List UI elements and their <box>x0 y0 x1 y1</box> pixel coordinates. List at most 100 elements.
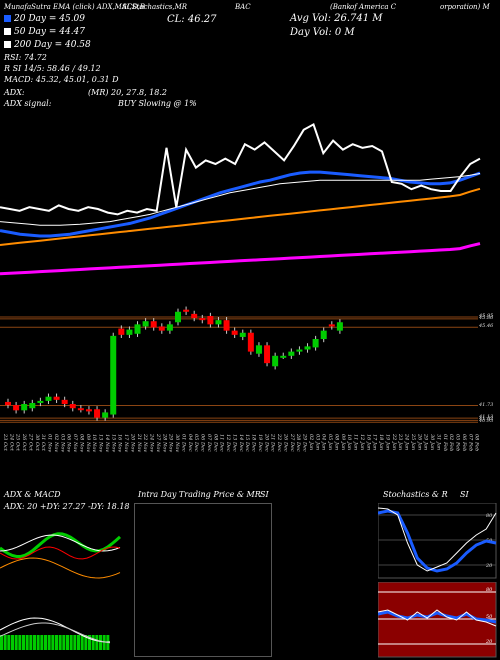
macd-bar <box>29 635 33 650</box>
candle-body <box>247 332 254 352</box>
date-tick-label: 09 Jan <box>340 434 346 450</box>
date-tick-label: 27 Dec <box>289 433 295 452</box>
adx-line-0 <box>0 532 121 558</box>
candle-body <box>37 400 44 403</box>
date-tick-label: 05 Jan <box>327 434 333 450</box>
ema20-legend[interactable]: 20 Day = 45.09 <box>4 14 85 24</box>
candle-body <box>199 318 206 321</box>
candle-body <box>336 322 343 331</box>
macd-bar <box>73 635 77 650</box>
date-tick-label: 24 Oct <box>8 433 14 452</box>
candle-body <box>272 355 279 367</box>
stoch-k-line <box>378 509 497 573</box>
rsi-level-label: 50 <box>486 614 493 620</box>
date-tick-label: 21 Dec <box>270 433 276 452</box>
candle-body <box>126 329 133 335</box>
date-tick-label: 08 Jan <box>333 434 339 450</box>
rsi-level-label: 80 <box>486 587 493 593</box>
ema50-legend[interactable]: 50 Day = 44.47 <box>4 27 85 37</box>
candle-body <box>150 321 157 328</box>
candle-body <box>77 408 84 411</box>
candle-body <box>207 315 214 325</box>
candle-body <box>158 326 165 331</box>
adx-line-3 <box>0 557 121 579</box>
date-tick-label: 02 Jan <box>308 434 314 450</box>
date-tick-label: 08 Nov <box>79 434 85 452</box>
day-volume: Day Vol: 0 M <box>290 27 355 38</box>
date-tick-label: 10 Jan <box>346 434 352 450</box>
candle-body <box>142 321 149 327</box>
macd-bar <box>18 635 22 650</box>
price-level-label: 45.46 <box>479 323 494 330</box>
intraday-box <box>134 503 272 657</box>
ema200-legend[interactable]: 200 Day = 40.58 <box>4 40 91 50</box>
macd-bar <box>84 635 88 650</box>
adx-line-2 <box>0 546 121 560</box>
date-tick-label: 08 Feb <box>474 434 480 451</box>
candle-body <box>320 330 327 340</box>
date-tick-label: 06 Dec <box>200 434 206 452</box>
date-tick-label: 17 Jan <box>372 434 378 450</box>
macd-bar <box>33 635 36 650</box>
stoch-level-label: 80 <box>486 513 493 519</box>
adx-label: ADX: <box>4 88 25 97</box>
header-title: MunafaSutra EMA (click) ADX,MACD,B <box>4 3 145 11</box>
candle-body <box>29 402 36 409</box>
date-tick-label: 10 Nov <box>91 434 97 452</box>
macd-line <box>0 617 111 643</box>
date-tick-label: 26 Jan <box>416 433 422 450</box>
price-level-label: 45.95 <box>479 313 494 320</box>
ema-chart <box>0 122 481 276</box>
series-line-200-day <box>0 242 481 276</box>
date-tick-label: 13 Nov <box>98 434 104 452</box>
macd-bar <box>99 635 102 650</box>
date-tick-label: 27 Nov <box>155 433 161 452</box>
macd-bar <box>51 635 55 650</box>
macd-bar <box>88 635 91 650</box>
date-tick-label: 07 Feb <box>467 434 473 451</box>
date-tick-label: 30 Nov <box>174 434 180 452</box>
macd-bar <box>91 635 95 650</box>
candle-body <box>312 339 319 348</box>
date-tick-label: 14 Nov <box>104 434 110 452</box>
mr-values: (MR) 20, 27.8, 18.2 <box>88 88 167 97</box>
macd-bar <box>11 635 14 650</box>
date-tick-label: 21 Nov <box>136 433 142 452</box>
macd-bar <box>36 635 40 650</box>
series-line-50-day <box>0 173 481 226</box>
candle-body <box>61 399 68 405</box>
date-tick-label: 27 Oct <box>28 433 34 452</box>
date-tick-label: 02 Feb <box>448 434 454 451</box>
ema50-swatch-icon <box>4 28 11 35</box>
candle-body <box>215 320 222 325</box>
header-ticker: BAC <box>235 3 251 11</box>
candle-body <box>191 313 198 319</box>
date-tick-label: 06 Feb <box>461 434 467 451</box>
macd-bar <box>95 635 99 650</box>
candle-body <box>13 405 20 411</box>
macd-signal-line <box>0 622 111 644</box>
date-tick-label: 07 Dec <box>206 434 212 452</box>
header-company-c: orporation) M <box>440 3 490 11</box>
date-tick-label: 18 Dec <box>251 434 257 452</box>
date-tick-label: 15 Nov <box>110 434 116 452</box>
date-axis: 23 Oct 24 Oct 25 Oct 26 Oct 27 Oct 30 Oct 31 O… <box>2 433 480 452</box>
date-tick-label: 11 Dec <box>219 434 225 452</box>
date-tick-label: 09 Nov <box>85 434 91 452</box>
series-line-20-day <box>0 170 481 238</box>
rsi-value: RSI: 74.72 <box>4 53 47 62</box>
header-indicators: SI,Stochastics,MR <box>122 3 188 11</box>
date-tick-label: 04 Jan <box>321 434 327 450</box>
date-tick-label: 25 Jan <box>410 433 416 450</box>
candle-body <box>183 309 190 312</box>
macd-bar <box>55 635 58 650</box>
buy-signal: BUY Slowing @ 1% <box>118 99 197 108</box>
macd-bar <box>69 635 73 650</box>
macd-bar <box>62 635 66 650</box>
candle-body <box>118 328 125 335</box>
date-tick-label: 05 Feb <box>455 434 461 451</box>
date-tick-label: 22 Jan <box>391 433 397 450</box>
macd-bar <box>77 635 80 650</box>
date-tick-label: 23 Oct <box>2 433 8 452</box>
macd-bar <box>40 635 44 650</box>
